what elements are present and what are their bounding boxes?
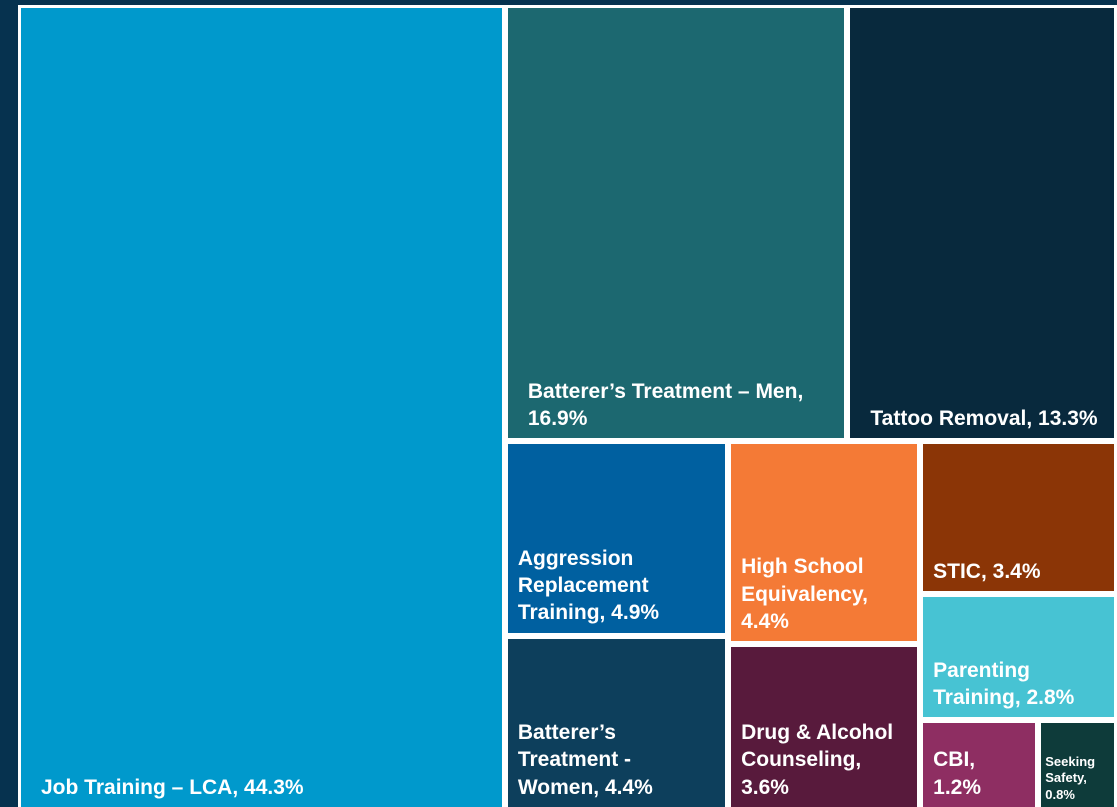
treemap-cell: Batterer’s Treatment – Men, 16.9%: [504, 5, 848, 442]
treemap-cell: Seeking Safety, 0.8%: [1038, 720, 1117, 807]
treemap-cell: Batterer’s Treatment - Women, 4.4%: [504, 635, 729, 807]
cell-label: Seeking Safety, 0.8%: [1045, 754, 1096, 802]
cell-label: Parenting Training, 2.8%: [933, 658, 1075, 709]
cell-label: Job Training – LCA, 44.3%: [41, 775, 304, 799]
cell-label: Batterer’s Treatment - Women, 4.4%: [517, 721, 653, 799]
cell-label: High School Equivalency, 4.4%: [741, 555, 868, 633]
cell-label: Batterer’s Treatment – Men, 16.9%: [527, 379, 804, 431]
treemap-cell: STIC, 3.4%: [920, 441, 1117, 595]
cell-label: CBI, 1.2%: [933, 748, 982, 799]
treemap-cell: CBI, 1.2%: [920, 720, 1039, 807]
treemap-cell: Drug & Alcohol Counseling, 3.6%: [728, 644, 921, 807]
cell-label: Aggression Replacement Training, 4.9%: [517, 546, 660, 625]
cell-label: Drug & Alcohol Counseling, 3.6%: [741, 721, 894, 799]
treemap-cell: Tattoo Removal, 13.3%: [847, 5, 1117, 442]
treemap-cell: Parenting Training, 2.8%: [920, 594, 1117, 721]
treemap-cell: Job Training – LCA, 44.3%: [18, 5, 505, 807]
treemap-cell: High School Equivalency, 4.4%: [728, 441, 921, 645]
cell-label: Tattoo Removal, 13.3%: [870, 407, 1098, 431]
cell-label: STIC, 3.4%: [933, 559, 1041, 583]
treemap-cell: Aggression Replacement Training, 4.9%: [504, 441, 729, 636]
